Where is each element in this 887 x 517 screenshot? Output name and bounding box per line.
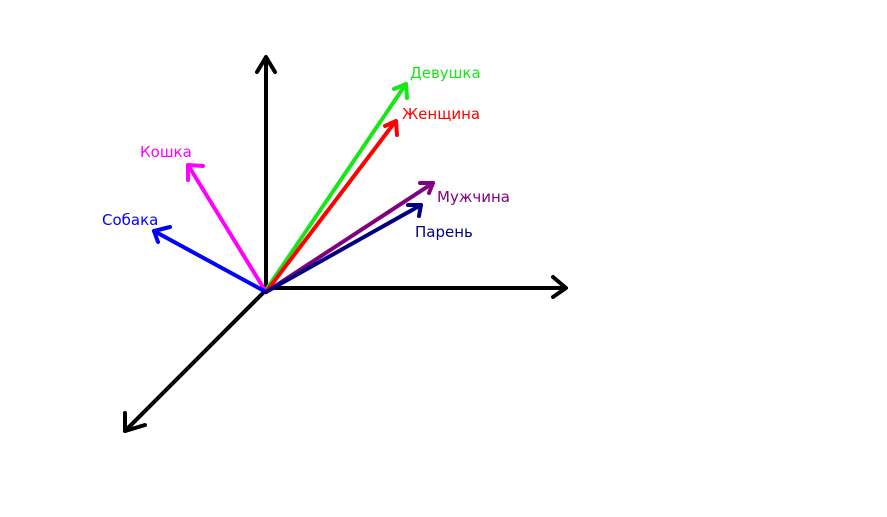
vector-arrow-zhenshchina	[264, 119, 399, 294]
vector-arrow-sobaka	[152, 225, 268, 294]
vector-label-koshka: Кошка	[140, 143, 192, 161]
vector-arrow-koshka	[186, 163, 268, 294]
vector-arrow-muzhchina	[264, 181, 435, 294]
vector-arrow-paren	[264, 203, 423, 294]
vector-label-paren: Парень	[415, 223, 473, 241]
vector-label-devushka: Девушка	[410, 64, 481, 82]
vector-label-sobaka: Собака	[102, 211, 158, 229]
vector-label-zhenshchina: Женщина	[402, 105, 480, 123]
axis-x	[264, 275, 568, 299]
vector-label-muzhchina: Мужчина	[437, 188, 510, 206]
vector-arrow-devushka	[264, 82, 409, 292]
axis-y	[255, 55, 277, 294]
axis-z	[123, 288, 268, 433]
